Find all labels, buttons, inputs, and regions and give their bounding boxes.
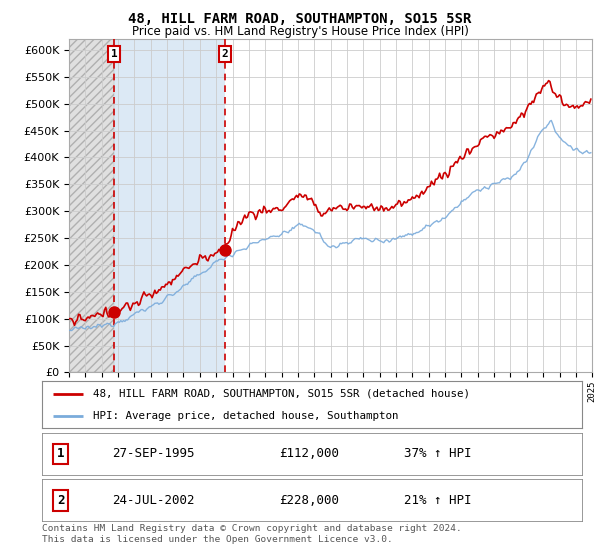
Bar xyxy=(114,39,225,372)
Text: 24-JUL-2002: 24-JUL-2002 xyxy=(112,494,195,507)
Text: 48, HILL FARM ROAD, SOUTHAMPTON, SO15 5SR (detached house): 48, HILL FARM ROAD, SOUTHAMPTON, SO15 5S… xyxy=(94,389,470,399)
Text: 2: 2 xyxy=(222,49,229,59)
Bar xyxy=(69,39,114,372)
Text: £112,000: £112,000 xyxy=(280,447,340,460)
Text: £228,000: £228,000 xyxy=(280,494,340,507)
Text: Contains HM Land Registry data © Crown copyright and database right 2024.
This d: Contains HM Land Registry data © Crown c… xyxy=(42,524,462,544)
Text: 27-SEP-1995: 27-SEP-1995 xyxy=(112,447,195,460)
Text: 37% ↑ HPI: 37% ↑ HPI xyxy=(404,447,472,460)
Text: Price paid vs. HM Land Registry's House Price Index (HPI): Price paid vs. HM Land Registry's House … xyxy=(131,25,469,38)
Text: 1: 1 xyxy=(57,447,65,460)
Text: HPI: Average price, detached house, Southampton: HPI: Average price, detached house, Sout… xyxy=(94,410,399,421)
Text: 21% ↑ HPI: 21% ↑ HPI xyxy=(404,494,472,507)
Text: 1: 1 xyxy=(110,49,118,59)
Text: 2: 2 xyxy=(57,494,65,507)
Bar xyxy=(69,39,114,372)
Text: 48, HILL FARM ROAD, SOUTHAMPTON, SO15 5SR: 48, HILL FARM ROAD, SOUTHAMPTON, SO15 5S… xyxy=(128,12,472,26)
